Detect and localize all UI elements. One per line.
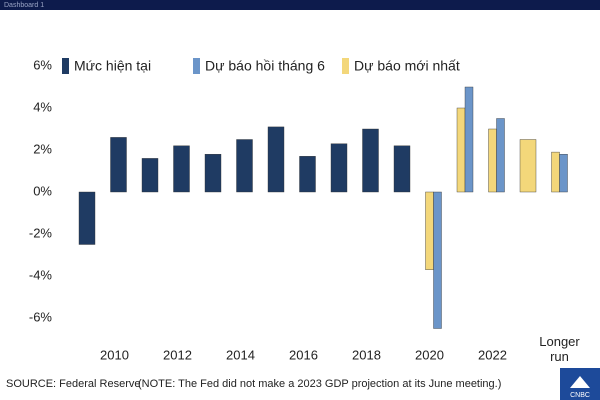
bar [433, 191, 442, 329]
legend-swatch [342, 58, 349, 74]
logo-text: CNBC [570, 392, 590, 399]
bar [330, 143, 348, 193]
bar [299, 156, 316, 193]
y-tick-label: 2% [33, 141, 52, 156]
bar [110, 137, 127, 193]
x-tick-label: 2012 [163, 347, 192, 362]
legend-label: Dự báo hồi tháng 6 [205, 58, 325, 74]
note: (NOTE: The Fed did not make a 2023 GDP p… [138, 378, 501, 390]
x-tick-label: 2010 [100, 347, 129, 362]
bar [393, 145, 411, 193]
legend-label: Mức hiện tại [74, 58, 151, 74]
x-tick-label: 2016 [289, 347, 318, 362]
legend-label: Dự báo mới nhất [354, 58, 460, 74]
bar [362, 128, 379, 193]
x-tick-label: 2018 [352, 347, 381, 362]
bar [464, 86, 474, 193]
source: SOURCE: Federal Reserve [6, 378, 141, 390]
bar [551, 151, 560, 193]
x-tick-label: 2014 [226, 347, 255, 362]
bar [173, 145, 190, 193]
y-tick-label: -2% [29, 225, 53, 240]
y-tick-label: 4% [33, 99, 52, 114]
legend-swatch [62, 58, 69, 74]
y-tick-label: -4% [29, 267, 53, 282]
y-tick-label: 6% [33, 57, 52, 72]
y-tick-label: 0% [33, 183, 52, 198]
bar [204, 153, 222, 193]
bar [267, 126, 285, 193]
x-tick-label: 2022 [478, 347, 507, 362]
dashboard-title: Dashboard 1 [4, 2, 44, 9]
y-tick-label: -6% [29, 309, 53, 324]
bar [78, 191, 96, 245]
bar [488, 128, 497, 193]
bar [559, 153, 568, 193]
bar [236, 139, 253, 193]
bar [519, 139, 537, 193]
bar [496, 118, 505, 193]
x-tick-label: Longer run [539, 334, 580, 364]
bar [425, 191, 434, 270]
top-bar [0, 0, 600, 10]
logo: CNBC [560, 368, 600, 400]
legend-swatch [193, 58, 200, 74]
bar [141, 158, 159, 193]
bar [456, 107, 466, 193]
x-tick-label: 2020 [415, 347, 444, 362]
